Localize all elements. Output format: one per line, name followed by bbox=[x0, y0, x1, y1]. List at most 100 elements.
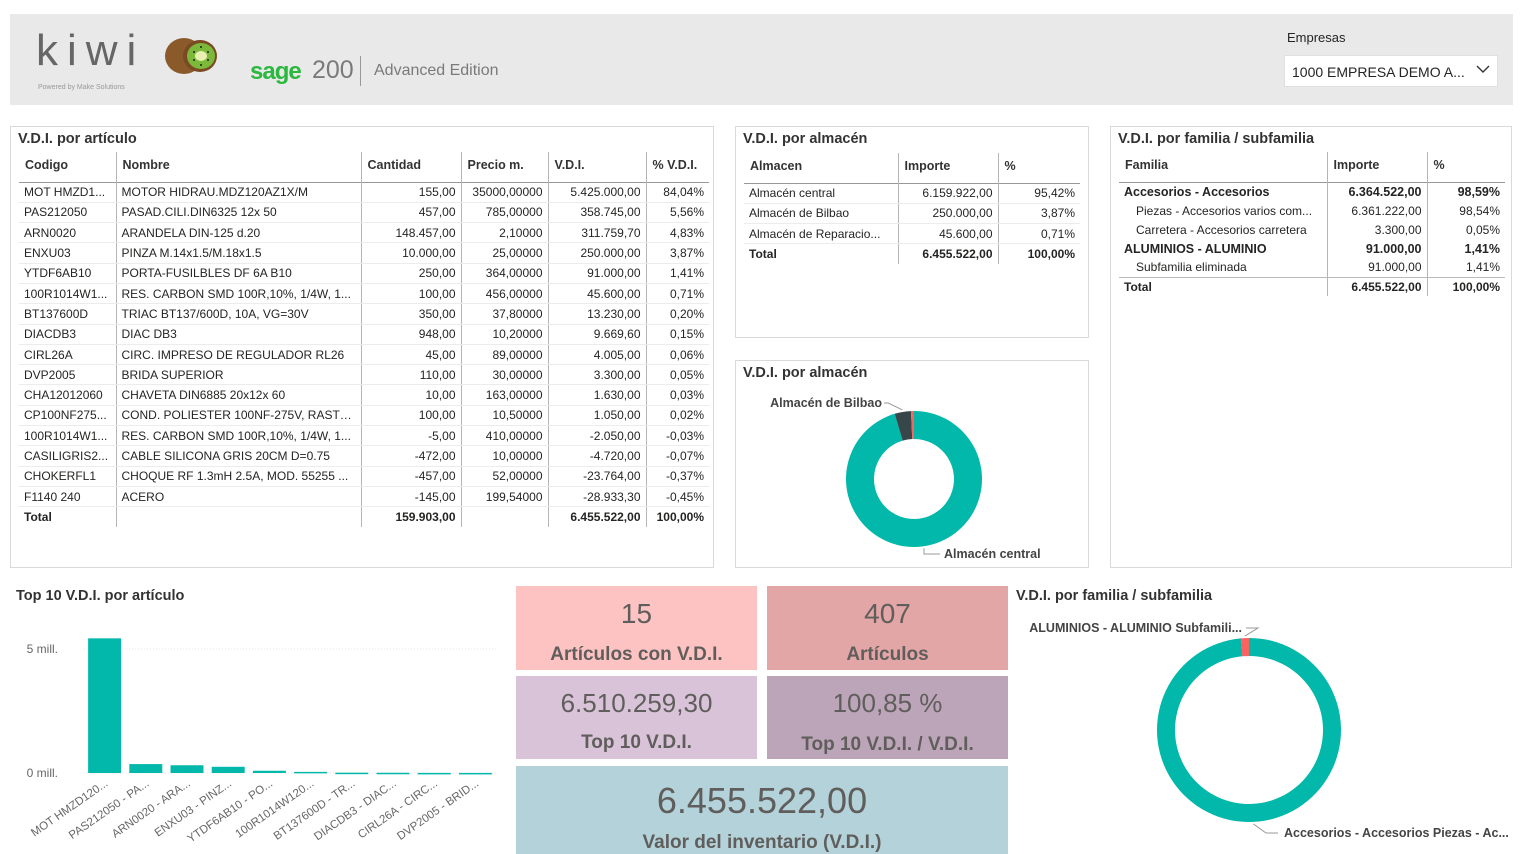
table-row: Accesorios - Accesorios 6.364.522,00 98,59… bbox=[1119, 182, 1505, 201]
table-cell: 1,41% bbox=[1426, 258, 1505, 277]
table-cell: 100,00 bbox=[360, 405, 461, 427]
table-cell: 2,10000 bbox=[460, 222, 548, 244]
x-tick-label: ARN0020 - ARA... bbox=[110, 778, 193, 841]
column-header[interactable]: Codigo bbox=[25, 158, 69, 172]
kpi-value: 15 bbox=[620, 598, 653, 629]
bar[interactable] bbox=[252, 770, 286, 773]
table-cell: -23.764,00 bbox=[547, 466, 646, 487]
table-cell: CHOKERFL1 bbox=[19, 466, 116, 487]
table-cell: Accesorios - Accesorios bbox=[1124, 184, 1270, 199]
table-row: MOT HMZD1... MOTOR HIDRAU.MDZ120AZ1X/M 155… bbox=[19, 182, 709, 203]
panel-vdi-almacen-chart: V.D.I. por almacén Almacén de Bilbao Alma… bbox=[735, 360, 1089, 568]
column-header[interactable]: Familia bbox=[1125, 158, 1169, 172]
kpi-articulos-con-vdi: 15 Artículos con V.D.I. bbox=[516, 586, 757, 670]
bar[interactable] bbox=[417, 772, 451, 775]
table-cell: 0,03% bbox=[645, 384, 709, 406]
bar[interactable] bbox=[211, 766, 245, 773]
table-cell: 199,54000 bbox=[460, 486, 548, 508]
donut-slice[interactable] bbox=[1240, 638, 1249, 657]
column-header[interactable]: Almacen bbox=[750, 159, 803, 173]
table-cell: -28.933,30 bbox=[547, 486, 646, 508]
column-header[interactable]: % bbox=[997, 153, 1080, 183]
table-cell: MOT HMZD1... bbox=[19, 182, 116, 203]
kpi-articulos: 407 Artículos bbox=[767, 586, 1008, 670]
column-header[interactable]: % bbox=[1426, 152, 1505, 182]
table-row: Almacén de Bilbao 250.000,00 3,87% bbox=[744, 203, 1080, 225]
table-cell: -4.720,00 bbox=[547, 445, 646, 467]
table-row: 100R1014W1... RES. CARBON SMD 100R,10%, 1… bbox=[19, 425, 709, 447]
table-cell: 3,87% bbox=[645, 242, 709, 264]
table-cell: 10.000,00 bbox=[360, 242, 461, 264]
bar[interactable] bbox=[88, 638, 122, 773]
column-header[interactable]: Precio m. bbox=[460, 152, 548, 182]
kpi-top10-vdi: 6.510.259,30 Top 10 V.D.I. bbox=[516, 676, 757, 759]
table-cell: ARANDELA DIN-125 d.20 bbox=[115, 222, 361, 244]
bar[interactable] bbox=[335, 772, 369, 775]
donut-slice[interactable] bbox=[846, 411, 982, 547]
table-cell: Piezas - Accesorios varios com... bbox=[1136, 203, 1313, 218]
table-row: CHOKERFL1 CHOQUE RF 1.3mH 2.5A, MOD. 5525… bbox=[19, 466, 709, 487]
bar[interactable] bbox=[458, 772, 492, 775]
table-cell: 0,15% bbox=[645, 324, 709, 345]
donut-leader-line bbox=[884, 402, 903, 411]
table-cell: Almacén de Bilbao bbox=[744, 203, 898, 225]
kpi-label: Artículos con V.D.I. bbox=[550, 644, 723, 665]
column-header[interactable]: Nombre bbox=[115, 152, 361, 182]
kiwi-fruit-icon bbox=[165, 38, 217, 74]
table-cell: 5.425.000,00 bbox=[547, 182, 646, 203]
donut-slice[interactable] bbox=[910, 411, 914, 440]
donut-slice[interactable] bbox=[894, 411, 913, 441]
table-cell: -472,00 bbox=[360, 445, 461, 467]
donut-slice-label: Almacén de Bilbao bbox=[770, 396, 882, 410]
bar[interactable] bbox=[294, 771, 328, 774]
sage-logo-number: 200 bbox=[312, 56, 354, 84]
table-cell: Almacén central bbox=[744, 183, 898, 204]
table-cell: 6.159.922,00 bbox=[897, 183, 998, 204]
column-header[interactable]: V.D.I. bbox=[547, 152, 646, 182]
table-cell: 948,00 bbox=[360, 324, 461, 345]
sage-logo-edition: Advanced Edition bbox=[374, 62, 499, 79]
donut-slice[interactable] bbox=[1157, 638, 1341, 822]
chart-title: Top 10 V.D.I. por artículo bbox=[16, 588, 185, 604]
column-header[interactable]: % V.D.I. bbox=[645, 152, 709, 182]
table-header-row: Almacen Importe% bbox=[744, 153, 1080, 183]
table-cell: 364,00000 bbox=[460, 263, 548, 284]
sage-logo-separator bbox=[360, 56, 361, 86]
column-header[interactable]: Cantidad bbox=[360, 152, 461, 182]
table-total-row: Total 6.455.522,00 100,00% bbox=[1119, 276, 1505, 296]
y-tick-label: 0 mill. bbox=[27, 766, 58, 780]
table-cell: 0,05% bbox=[645, 364, 709, 386]
table-cell: 35000,00000 bbox=[460, 182, 548, 203]
table-cell: 4,83% bbox=[645, 222, 709, 244]
table-total-cell bbox=[115, 506, 361, 528]
kpi-label: Top 10 V.D.I. / V.D.I. bbox=[801, 734, 974, 755]
bar[interactable] bbox=[170, 765, 204, 773]
panel-title: V.D.I. por familia / subfamilia bbox=[1118, 131, 1315, 147]
table-row: DIACDB3 DIAC DB3 948,00 10,20000 9.669,60 0,1… bbox=[19, 324, 709, 345]
table-cell: MOTOR HIDRAU.MDZ120AZ1X/M bbox=[115, 182, 361, 203]
table-row: CHA12012060 CHAVETA DIN6885 20x12x 60 10,0… bbox=[19, 384, 709, 406]
table-cell: 0,05% bbox=[1426, 220, 1505, 239]
table-row: F1140 240 ACERO -145,00 199,54000 -28.933,30… bbox=[19, 486, 709, 508]
column-header[interactable]: Importe bbox=[1326, 152, 1427, 182]
table-cell: PAS212050 bbox=[19, 202, 116, 224]
bar[interactable] bbox=[376, 772, 410, 775]
table-cell: 0,06% bbox=[645, 344, 709, 366]
table-row: 100R1014W1... RES. CARBON SMD 100R,10%, 1… bbox=[19, 283, 709, 305]
table-cell: CIRC. IMPRESO DE REGULADOR RL26 bbox=[115, 344, 361, 366]
column-header[interactable]: Importe bbox=[897, 153, 998, 183]
kiwi-logo-text: kiwi bbox=[36, 26, 146, 75]
empresas-dropdown[interactable]: 1000 EMPRESA DEMO A... bbox=[1284, 55, 1498, 87]
table-row: DVP2005 BRIDA SUPERIOR 110,00 30,00000 3.300… bbox=[19, 364, 709, 386]
table-cell: 91.000,00 bbox=[547, 263, 646, 284]
table-cell: 30,00000 bbox=[460, 364, 548, 386]
donut-slice-label: Accesorios - Accesorios Piezas - Ac... bbox=[1284, 826, 1509, 840]
table-cell: 84,04% bbox=[645, 182, 709, 203]
table-row: ALUMINIOS - ALUMINIO 91.000,00 1,41% bbox=[1119, 239, 1505, 258]
bar[interactable] bbox=[129, 764, 163, 773]
table-cell: 0,71% bbox=[997, 223, 1080, 245]
donut-slice[interactable] bbox=[1240, 638, 1243, 657]
table-row: PAS212050 PASAD.CILI.DIN6325 12x 50 457,00… bbox=[19, 202, 709, 224]
table-cell: F1140 240 bbox=[19, 486, 116, 508]
table-cell: 9.669,60 bbox=[547, 324, 646, 345]
